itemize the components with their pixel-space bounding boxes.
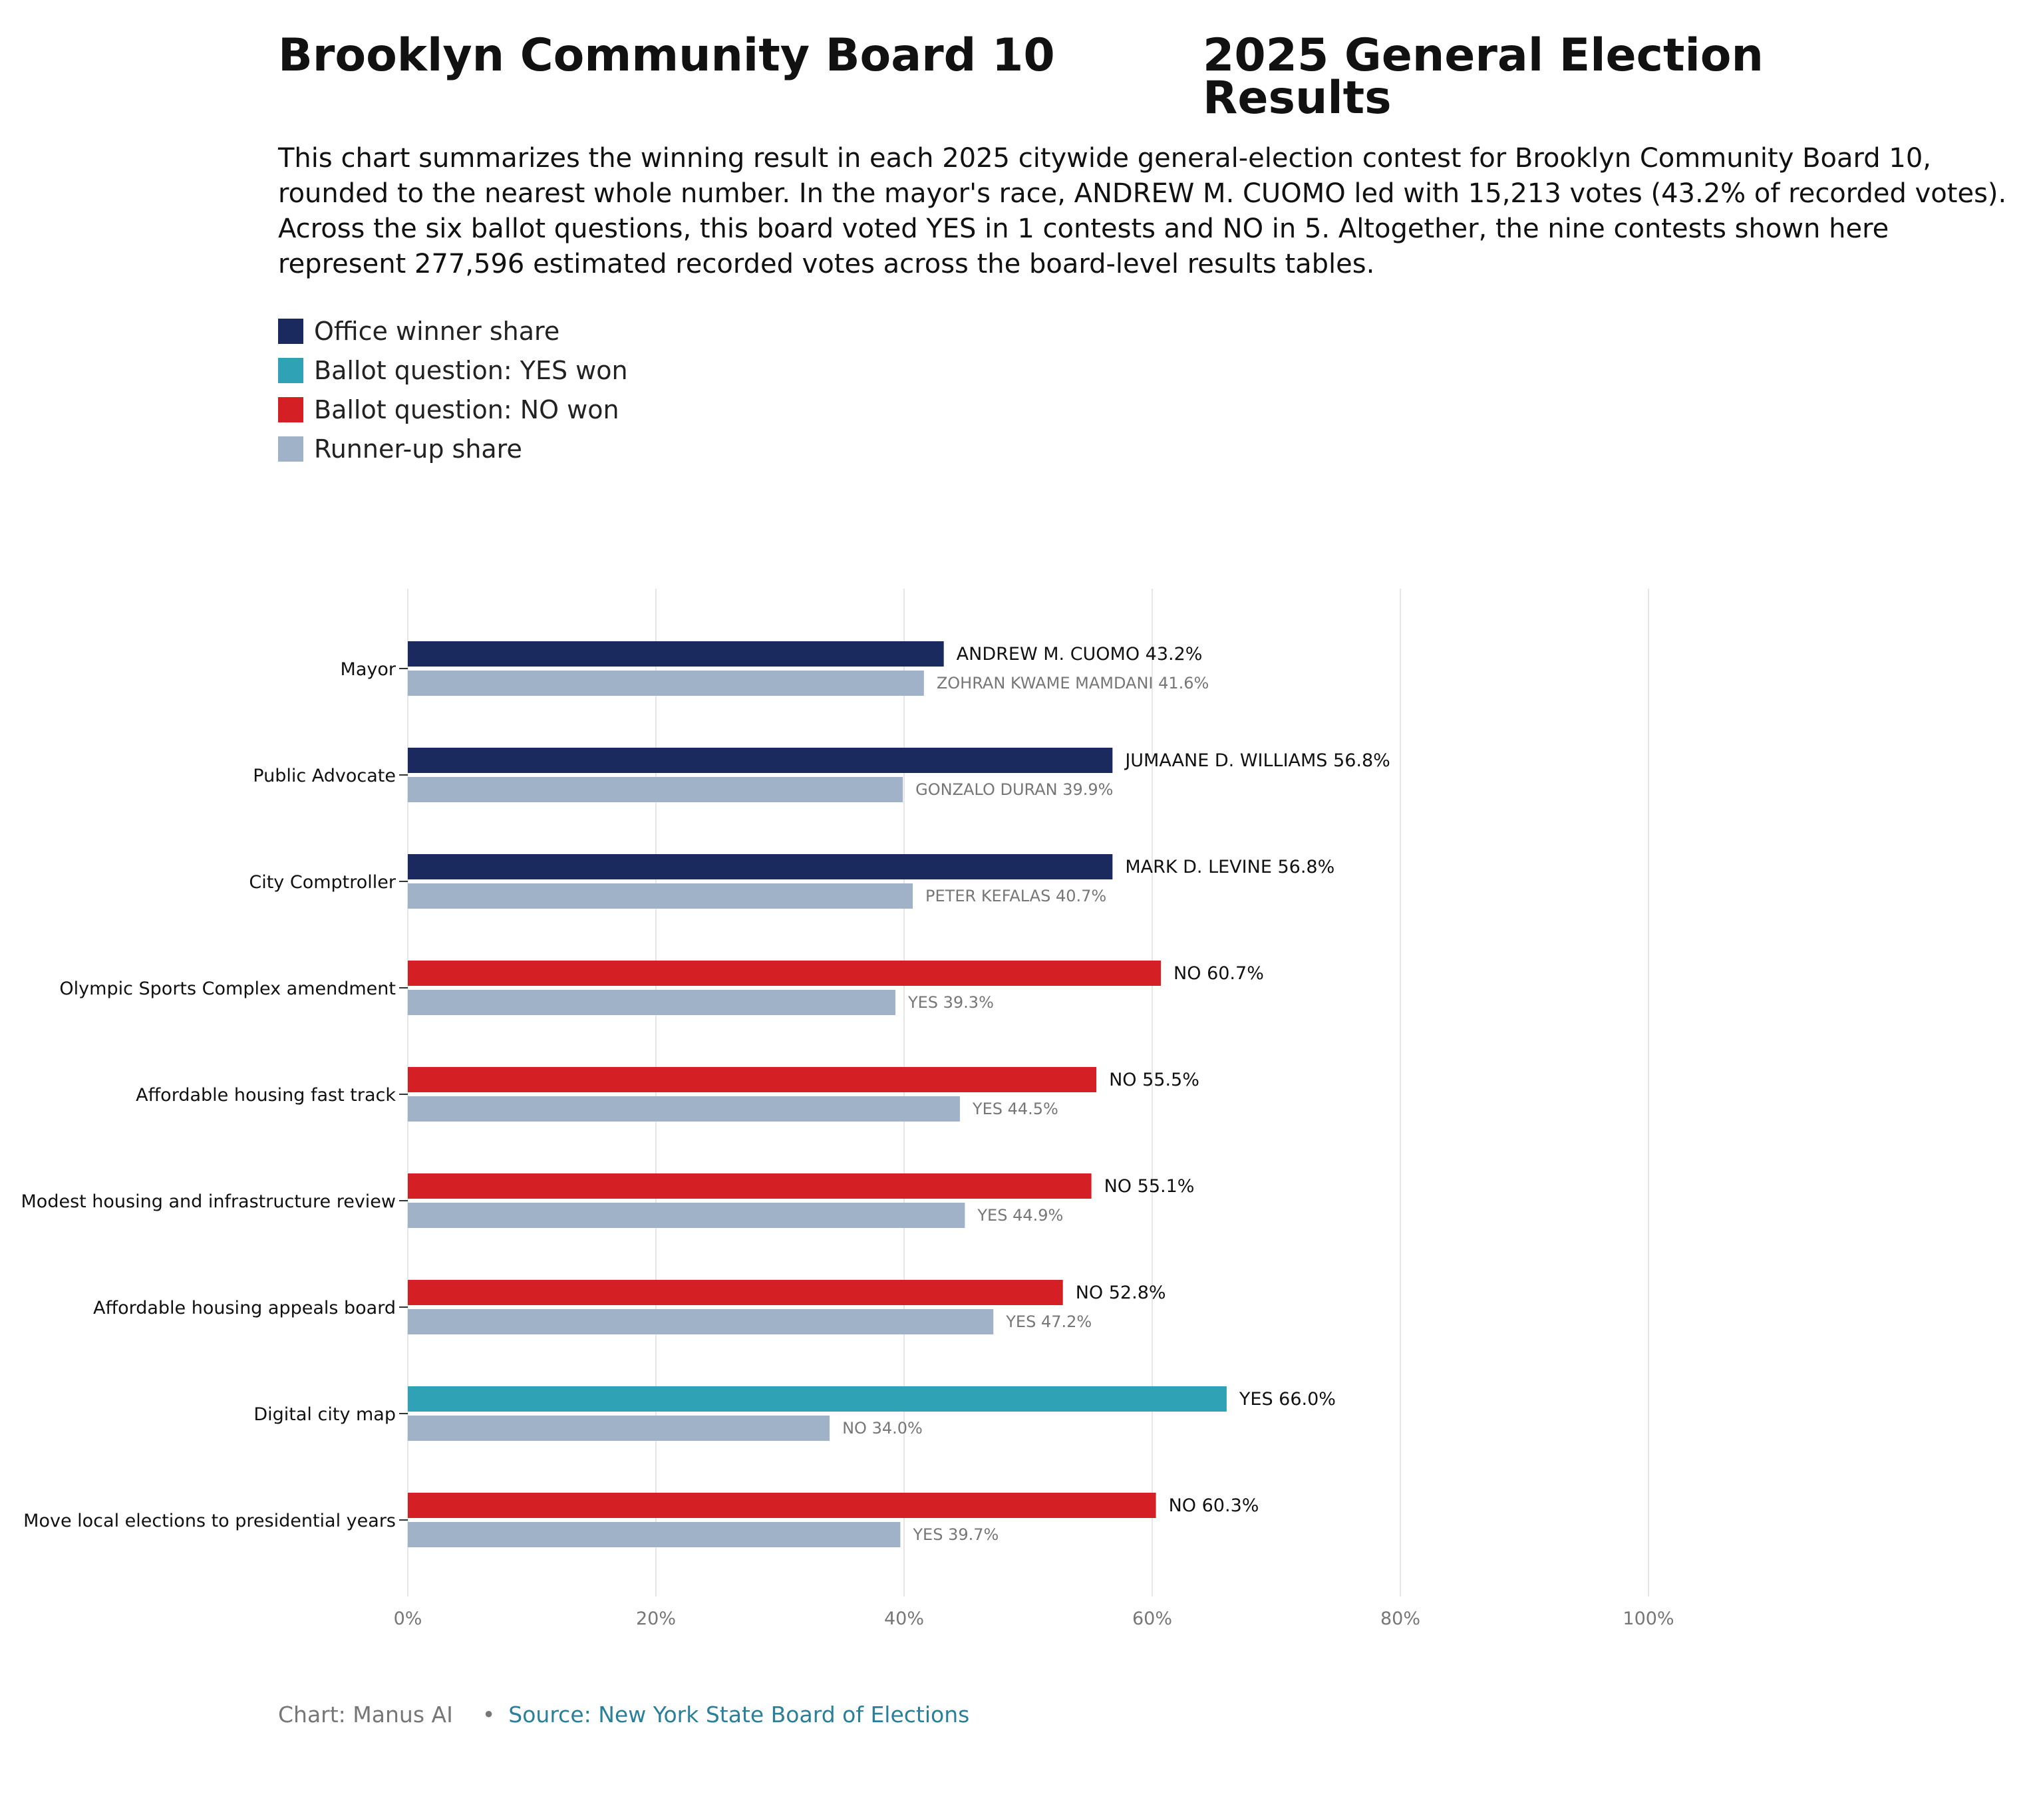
runner-up-bar-digital-city-map bbox=[408, 1416, 830, 1441]
runner-up-value-label-move-local-elections-to-presidential-years: YES 39.7% bbox=[912, 1525, 999, 1544]
chart-title-left: Brooklyn Community Board 10 bbox=[278, 29, 1055, 82]
winner-value-label-digital-city-map: YES 66.0% bbox=[1239, 1389, 1336, 1410]
legend-item-yes-won: Ballot question: YES won bbox=[278, 351, 628, 390]
runner-up-value-label-digital-city-map: NO 34.0% bbox=[842, 1419, 923, 1438]
runner-up-bar-affordable-housing-fast-track bbox=[408, 1096, 960, 1122]
runner-up-bar-mayor bbox=[408, 671, 924, 696]
runner-up-value-label-affordable-housing-appeals-board: YES 47.2% bbox=[1005, 1312, 1092, 1331]
legend-swatch-yes-won bbox=[278, 357, 303, 383]
legend-swatch-no-won bbox=[278, 396, 303, 422]
winner-bar-move-local-elections-to-presidential-years bbox=[408, 1493, 1156, 1518]
x-tick-label: 0% bbox=[394, 1608, 422, 1629]
winner-bar-modest-housing-and-infrastructure-review bbox=[408, 1173, 1092, 1199]
legend-item-runner-up: Runner-up share bbox=[278, 429, 628, 468]
legend-swatch-office-winner bbox=[278, 318, 303, 344]
runner-up-bar-city-comptroller bbox=[408, 883, 913, 909]
legend-swatch-runner-up bbox=[278, 436, 303, 462]
x-tick-label: 100% bbox=[1623, 1608, 1674, 1629]
category-label-modest-housing-and-infrastructure-review: Modest housing and infrastructure review bbox=[21, 1191, 396, 1212]
legend-item-no-won: Ballot question: NO won bbox=[278, 390, 628, 429]
category-label-mayor: Mayor bbox=[341, 659, 396, 680]
runner-up-bar-affordable-housing-appeals-board bbox=[408, 1309, 994, 1334]
winner-value-label-city-comptroller: MARK D. LEVINE 56.8% bbox=[1125, 857, 1334, 877]
winner-value-label-modest-housing-and-infrastructure-review: NO 55.1% bbox=[1104, 1176, 1195, 1197]
category-label-move-local-elections-to-presidential-years: Move local elections to presidential yea… bbox=[23, 1511, 396, 1531]
runner-up-value-label-modest-housing-and-infrastructure-review: YES 44.9% bbox=[977, 1206, 1063, 1225]
runner-up-bar-olympic-sports-complex-amendment bbox=[408, 990, 895, 1015]
winner-value-label-public-advocate: JUMAANE D. WILLIAMS 56.8% bbox=[1124, 750, 1390, 771]
winner-bar-city-comptroller bbox=[408, 854, 1113, 879]
runner-up-value-label-city-comptroller: PETER KEFALAS 40.7% bbox=[925, 887, 1106, 905]
winner-bar-digital-city-map bbox=[408, 1386, 1227, 1412]
runner-up-value-label-mayor: ZOHRAN KWAME MAMDANI 41.6% bbox=[937, 674, 1209, 692]
category-label-public-advocate: Public Advocate bbox=[253, 766, 396, 786]
legend-label-office-winner: Office winner share bbox=[314, 316, 560, 346]
category-label-digital-city-map: Digital city map bbox=[253, 1404, 396, 1425]
legend-label-no-won: Ballot question: NO won bbox=[314, 394, 619, 424]
winner-value-label-olympic-sports-complex-amendment: NO 60.7% bbox=[1173, 963, 1264, 984]
footer-separator: • bbox=[482, 1702, 496, 1728]
legend: Office winner share Ballot question: YES… bbox=[278, 311, 628, 468]
category-label-affordable-housing-fast-track: Affordable housing fast track bbox=[136, 1085, 396, 1106]
legend-item-office-winner: Office winner share bbox=[278, 311, 628, 351]
runner-up-bar-modest-housing-and-infrastructure-review bbox=[408, 1203, 965, 1228]
footer-source-link[interactable]: Source: New York State Board of Election… bbox=[508, 1702, 970, 1728]
runner-up-bar-public-advocate bbox=[408, 777, 903, 802]
chart-subtitle: This chart summarizes the winning result… bbox=[278, 143, 2007, 279]
legend-label-runner-up: Runner-up share bbox=[314, 434, 522, 464]
winner-value-label-affordable-housing-appeals-board: NO 52.8% bbox=[1076, 1283, 1166, 1303]
x-tick-label: 80% bbox=[1380, 1608, 1420, 1629]
chart-title-right: 2025 General Election Results bbox=[1203, 29, 1764, 124]
category-label-city-comptroller: City Comptroller bbox=[249, 872, 396, 893]
winner-bar-olympic-sports-complex-amendment bbox=[408, 961, 1162, 986]
winner-bar-public-advocate bbox=[408, 748, 1113, 773]
runner-up-bar-move-local-elections-to-presidential-years bbox=[408, 1522, 901, 1547]
winner-bar-affordable-housing-fast-track bbox=[408, 1067, 1097, 1092]
x-tick-label: 20% bbox=[636, 1608, 676, 1629]
winner-value-label-affordable-housing-fast-track: NO 55.5% bbox=[1109, 1070, 1199, 1090]
category-label-affordable-housing-appeals-board: Affordable housing appeals board bbox=[93, 1298, 396, 1318]
x-tick-label: 60% bbox=[1132, 1608, 1172, 1629]
winner-bar-mayor bbox=[408, 641, 944, 667]
winner-value-label-mayor: ANDREW M. CUOMO 43.2% bbox=[957, 644, 1203, 665]
chart-footer: Chart: Manus AI • Source: New York State B… bbox=[278, 1702, 969, 1728]
x-tick-label: 40% bbox=[884, 1608, 924, 1629]
runner-up-value-label-olympic-sports-complex-amendment: YES 39.3% bbox=[907, 993, 994, 1012]
runner-up-value-label-public-advocate: GONZALO DURAN 39.9% bbox=[915, 780, 1113, 799]
winner-value-label-move-local-elections-to-presidential-years: NO 60.3% bbox=[1169, 1495, 1259, 1516]
runner-up-value-label-affordable-housing-fast-track: YES 44.5% bbox=[972, 1100, 1058, 1118]
footer-credit: Chart: Manus AI bbox=[278, 1702, 453, 1728]
category-label-olympic-sports-complex-amendment: Olympic Sports Complex amendment bbox=[59, 979, 396, 999]
legend-label-yes-won: Ballot question: YES won bbox=[314, 355, 628, 385]
winner-bar-affordable-housing-appeals-board bbox=[408, 1280, 1063, 1305]
